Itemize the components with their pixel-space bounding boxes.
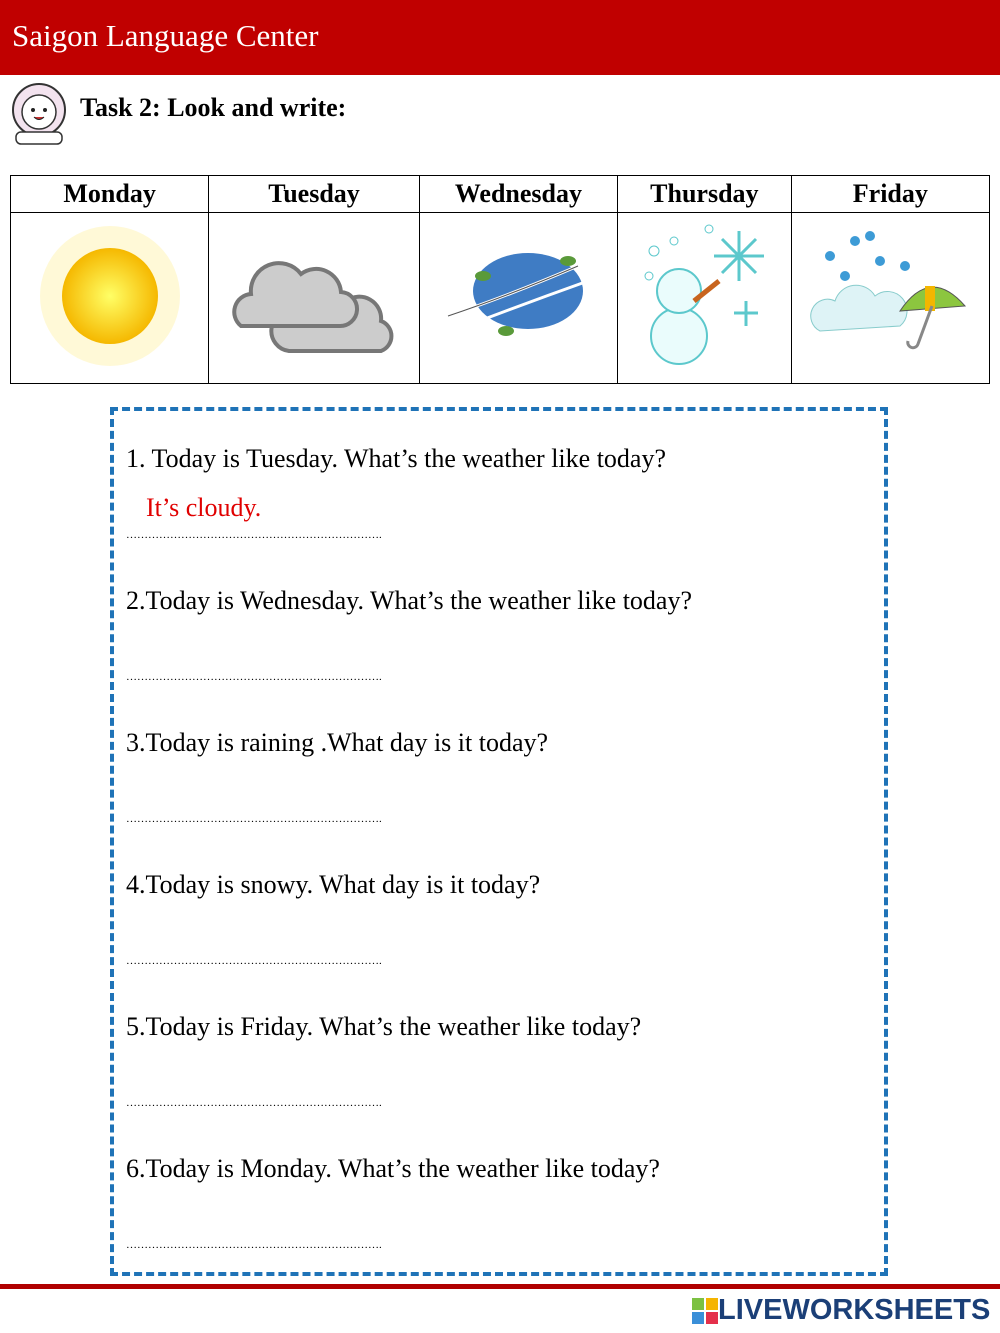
answer-line-4[interactable]: …………………………………………………………….	[126, 955, 382, 967]
question-2: 2.Today is Wednesday. What’s the weather…	[126, 586, 692, 615]
day-header: Monday	[9, 175, 210, 213]
answer-line-3[interactable]: …………………………………………………………….	[126, 813, 382, 825]
day-header: Tuesday	[208, 175, 420, 213]
day-header: Wednesday	[418, 175, 619, 213]
question-3: 3.Today is raining .What day is it today…	[126, 728, 549, 757]
weather-table: Monday Tuesday Wednesday Thursday Friday	[9, 175, 991, 384]
answer-1[interactable]: It’s cloudy.	[146, 493, 262, 522]
footer-divider	[0, 1284, 1000, 1289]
liveworksheets-logo: LIVEWORKSHEETS	[692, 1294, 990, 1327]
answer-line-5[interactable]: …………………………………………………………….	[126, 1097, 382, 1109]
question-4: 4.Today is snowy. What day is it today?	[126, 870, 541, 899]
answer-line-6[interactable]: …………………………………………………………….	[126, 1239, 382, 1251]
answer-line-2[interactable]: …………………………………………………………….	[126, 671, 382, 683]
cloud-icon	[232, 260, 394, 353]
question-1: 1. Today is Tuesday. What’s the weather …	[126, 444, 666, 473]
brand-text: LIVEWORKSHEETS	[718, 1294, 991, 1326]
header-bar: Saigon Language Center	[0, 0, 1000, 75]
day-header: Thursday	[617, 175, 792, 213]
header-title: Saigon Language Center	[12, 18, 319, 53]
question-5: 5.Today is Friday. What’s the weather li…	[126, 1012, 642, 1041]
answer-line-1[interactable]: …………………………………………………………….	[126, 529, 382, 541]
pearly-logo	[12, 83, 66, 145]
snowman-icon	[644, 224, 765, 365]
live-blocks-icon	[692, 1297, 718, 1324]
wind-icon	[447, 252, 589, 336]
question-6: 6.Today is Monday. What’s the weather li…	[126, 1154, 660, 1183]
rain-umbrella-icon	[810, 230, 967, 349]
sun-icon	[39, 225, 180, 366]
day-header: Friday	[790, 175, 991, 213]
task-title: Task 2: Look and write:	[80, 93, 347, 122]
questions-box	[110, 407, 888, 1276]
